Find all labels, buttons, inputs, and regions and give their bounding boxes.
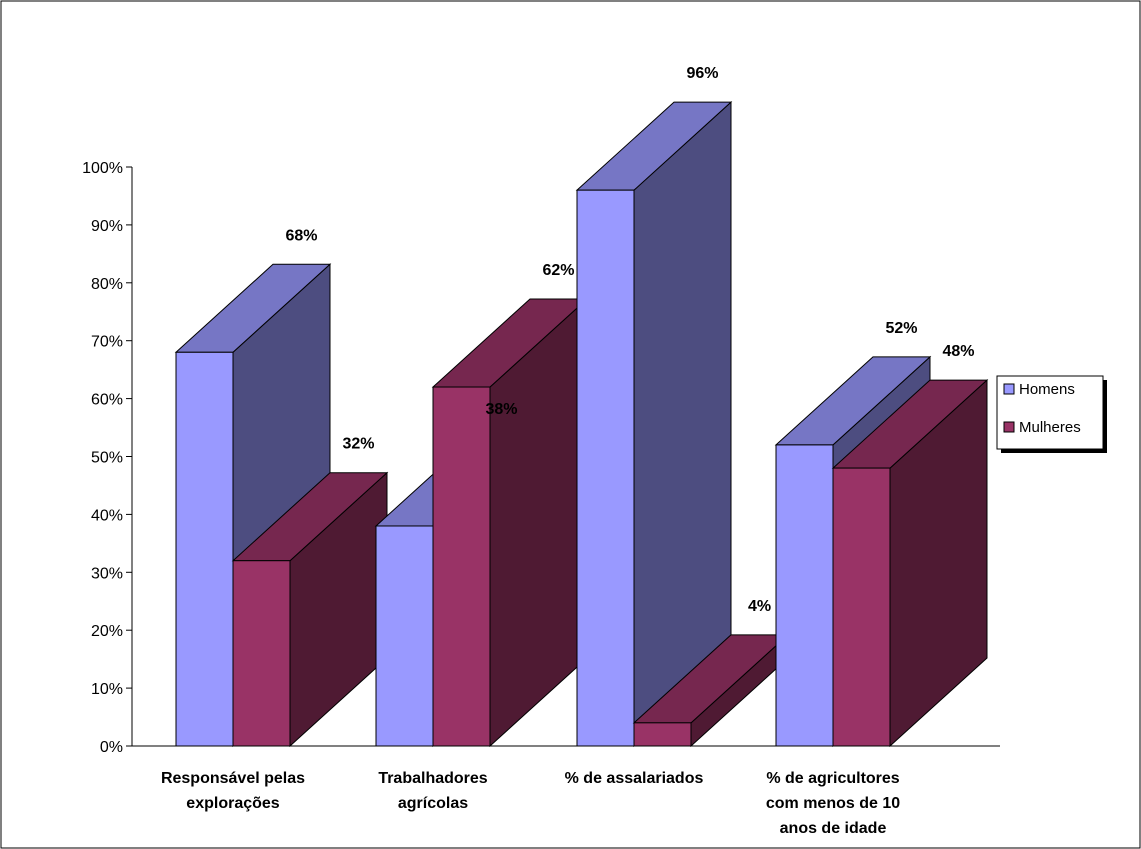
bar-homens <box>775 444 834 747</box>
y-tick-label: 90% <box>91 218 123 235</box>
category-label: Responsável pelas explorações <box>161 770 305 812</box>
bar-homens <box>375 525 434 747</box>
legend-box <box>996 375 1104 450</box>
y-tick-label: 0% <box>100 739 123 756</box>
bar-mulheres <box>432 386 491 747</box>
bar-mulheres <box>633 722 692 747</box>
data-label-mulheres: 48% <box>942 343 974 360</box>
category-label: % de agricultores com menos de 10 anos de … <box>766 770 900 837</box>
plot-area: 0% 10% 20% 30% 40% 50% 60% 70% 80% 90% 100% 68% 32% 3… <box>82 65 1000 837</box>
data-label-mulheres: 32% <box>342 436 374 453</box>
bar-mulheres <box>232 560 291 747</box>
data-label-homens: 96% <box>686 65 718 82</box>
y-tick-label: 20% <box>91 623 123 640</box>
y-tick-label: 30% <box>91 565 123 582</box>
y-tick-label: 80% <box>91 276 123 293</box>
data-label-mulheres: 62% <box>542 262 574 279</box>
y-tick-label: 70% <box>91 334 123 351</box>
legend-label-homens: Homens <box>1019 381 1075 398</box>
legend-swatch-homens <box>1003 383 1015 395</box>
category-label: % de assalariados <box>565 770 704 787</box>
bar-homens <box>175 351 234 747</box>
y-tick-label: 10% <box>91 681 123 698</box>
legend-label-mulheres: Mulheres <box>1019 419 1081 436</box>
data-label-homens: 38% <box>485 401 517 418</box>
y-tick-label: 60% <box>91 392 123 409</box>
legend-swatch-mulheres <box>1003 421 1015 433</box>
bar-homens <box>576 189 635 747</box>
data-label-homens: 52% <box>885 320 917 337</box>
y-tick-label: 50% <box>91 450 123 467</box>
y-tick-label: 40% <box>91 507 123 524</box>
y-tick-label: 100% <box>82 160 123 177</box>
legend: Homens Mulheres <box>996 375 1107 453</box>
category-label: Trabalhadores agrícolas <box>378 770 487 812</box>
data-label-homens: 68% <box>285 227 317 244</box>
bar-mulheres <box>832 467 891 747</box>
data-label-mulheres: 4% <box>748 598 771 615</box>
